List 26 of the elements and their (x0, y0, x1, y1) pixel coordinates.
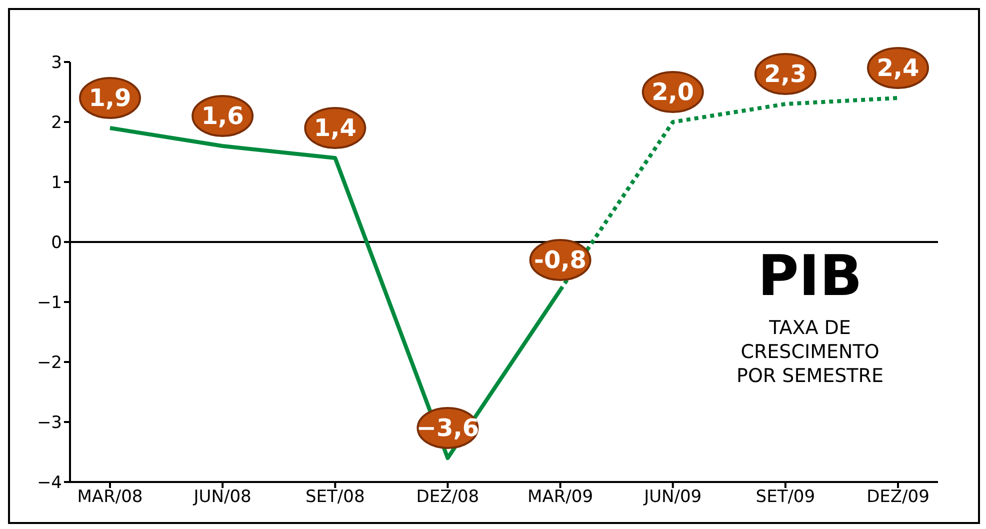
y-tick-label: 3 (51, 53, 62, 74)
x-tick-label: SET/08 (306, 487, 365, 508)
data-label: 1,4 (314, 114, 356, 142)
data-label: -0,8 (534, 246, 587, 274)
data-label: 2,4 (876, 54, 920, 82)
y-tick-label: −4 (36, 473, 62, 494)
x-tick-label: MAR/08 (77, 487, 143, 508)
text: PIB (756, 244, 864, 309)
x-tick-label: JUN/09 (643, 487, 702, 508)
data-label: 1,6 (201, 102, 244, 130)
x-tick-label: SET/09 (756, 487, 816, 508)
data-label: 2,3 (764, 60, 807, 88)
x-tick-label: DEZ/08 (416, 487, 480, 508)
y-tick-label: −2 (36, 353, 62, 374)
x-tick-label: JUN/08 (192, 487, 252, 508)
x-tick-label: DEZ/09 (866, 487, 930, 508)
y-tick-label: 2 (51, 113, 62, 134)
text: TAXA DE CRESCIMENTO POR SEMESTRE (736, 316, 884, 388)
data-label: 2,0 (652, 78, 694, 106)
data-label: −3,6 (416, 414, 480, 442)
x-tick-label: MAR/09 (528, 487, 594, 508)
y-tick-label: 0 (51, 233, 62, 254)
y-tick-label: 1 (51, 173, 62, 194)
y-tick-label: −1 (36, 293, 62, 314)
y-tick-label: −3 (36, 413, 62, 434)
data-label: 1,9 (88, 84, 132, 112)
